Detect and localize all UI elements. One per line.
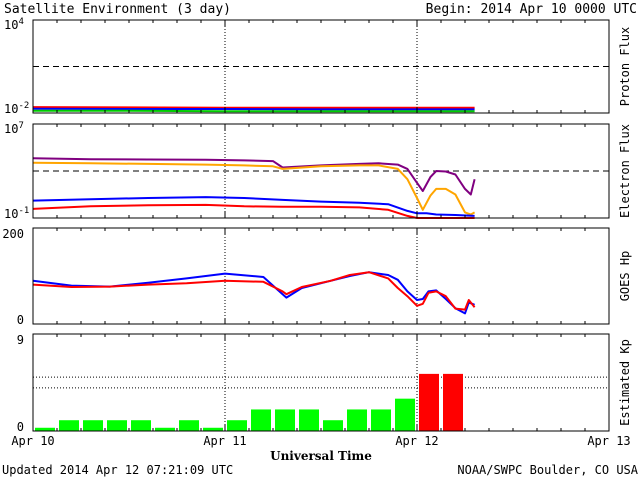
series-line-1 (32, 161, 476, 216)
kp-bar (35, 427, 55, 431)
begin-time: Begin: 2014 Apr 10 0000 UTC (426, 2, 637, 17)
panel-goes-hp: 200 0 GOES Hp (2, 227, 632, 327)
kp-bar (323, 420, 343, 431)
updated-timestamp: Updated 2014 Apr 12 07:21:09 UTC (2, 463, 233, 477)
y-tick-label: 0 (17, 420, 24, 434)
kp-bar (443, 373, 463, 431)
kp-bar (59, 420, 79, 431)
kp-bar (83, 420, 103, 431)
kp-bar (275, 409, 295, 431)
kp-bar (299, 409, 319, 431)
credit-text: NOAA/SWPC Boulder, CO USA (457, 463, 638, 477)
panel-frame (32, 19, 610, 114)
panel-electron: 107 10-1 Electron Flux (4, 121, 632, 221)
kp-bar (419, 373, 439, 431)
kp-bar (107, 420, 127, 431)
y-tick-label: 10-1 (4, 206, 29, 221)
panel-frame (32, 123, 610, 219)
chart-title: Satellite Environment (3 day) (4, 2, 231, 17)
series-line-0 (32, 271, 475, 315)
x-axis-title: Universal Time (270, 449, 372, 463)
panel-frame (32, 333, 610, 432)
kp-bar (251, 409, 271, 431)
kp-bar (395, 398, 415, 431)
series-line-0 (32, 157, 476, 196)
kp-bar (179, 420, 199, 431)
kp-bar (203, 427, 223, 431)
y-axis-label: GOES Hp (618, 251, 632, 302)
y-tick-label: 200 (2, 227, 24, 241)
y-tick-label: 104 (4, 17, 24, 32)
kp-bar (131, 420, 151, 431)
y-tick-label: 9 (17, 333, 24, 347)
panel-kp: 9 0 Estimated Kp (17, 333, 632, 434)
chart-panels: 104 10-2 Proton Flux 107 10-1 Electron Flux 20… (2, 17, 632, 448)
y-axis-label: Electron Flux (618, 124, 632, 218)
series-line-2 (33, 109, 475, 113)
y-tick-label: 0 (17, 313, 24, 327)
kp-bar (347, 409, 367, 431)
series-line-1 (32, 271, 476, 311)
kp-bar (371, 409, 391, 431)
x-tick-label: Apr 10 (11, 434, 54, 448)
kp-bar (155, 427, 175, 431)
panel-proton: 104 10-2 Proton Flux (4, 17, 632, 116)
x-tick-label: Apr 11 (203, 434, 246, 448)
kp-bar (227, 420, 247, 431)
series-line-2 (32, 196, 475, 217)
y-tick-label: 10-2 (4, 101, 29, 116)
x-tick-label: Apr 13 (587, 434, 630, 448)
y-axis-label: Estimated Kp (618, 339, 632, 426)
panel-frame (32, 227, 610, 325)
series-line-0 (32, 106, 475, 109)
y-axis-label: Proton Flux (618, 27, 632, 106)
series-line-1 (32, 107, 475, 111)
x-tick-label: Apr 12 (395, 434, 438, 448)
y-tick-label: 107 (4, 121, 24, 136)
